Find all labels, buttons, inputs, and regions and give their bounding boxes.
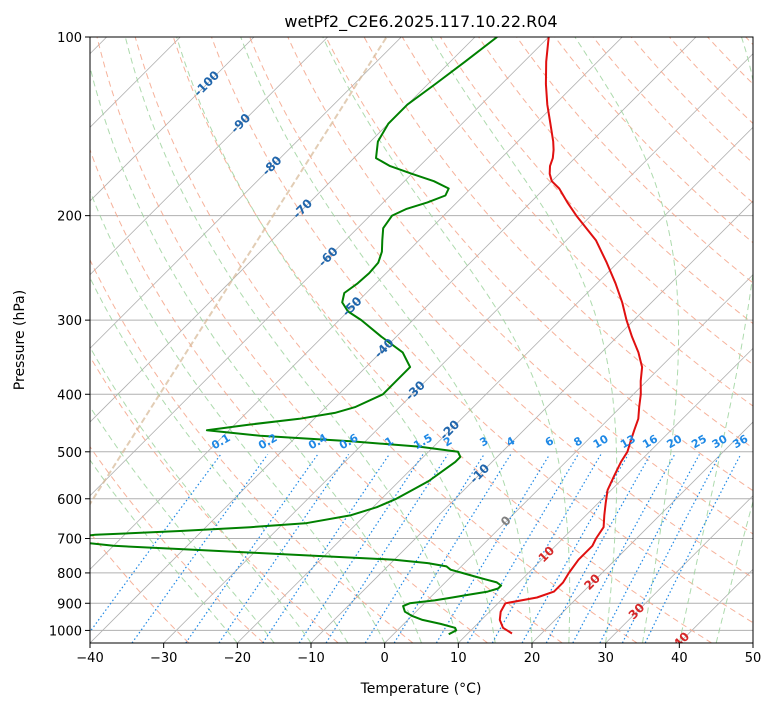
y-tick-label: 400 (57, 388, 82, 403)
y-tick-label: 500 (57, 446, 82, 461)
y-tick-label: 700 (57, 533, 82, 548)
x-tick-label: 30 (597, 651, 614, 666)
x-tick-label: −20 (224, 651, 251, 666)
y-tick-label: 600 (57, 493, 82, 508)
y-tick-label: 900 (57, 597, 82, 612)
x-tick-label: −10 (297, 651, 324, 666)
x-tick-label: 10 (450, 651, 467, 666)
x-tick-label: −40 (76, 651, 103, 666)
x-tick-label: 20 (524, 651, 541, 666)
y-tick-label: 200 (57, 210, 82, 225)
y-tick-label: 800 (57, 567, 82, 582)
y-tick-label: 100 (57, 31, 82, 46)
x-axis-label: Temperature (°C) (360, 681, 482, 697)
x-tick-label: 0 (381, 651, 389, 666)
x-tick-label: 40 (671, 651, 688, 666)
x-tick-label: 50 (745, 651, 762, 666)
y-tick-label: 300 (57, 314, 82, 329)
chart-title: wetPf2_C2E6.2025.117.10.22.R04 (284, 12, 557, 32)
y-tick-label: 1000 (49, 624, 82, 639)
x-tick-label: −30 (150, 651, 177, 666)
y-axis-label: Pressure (hPa) (12, 290, 28, 390)
